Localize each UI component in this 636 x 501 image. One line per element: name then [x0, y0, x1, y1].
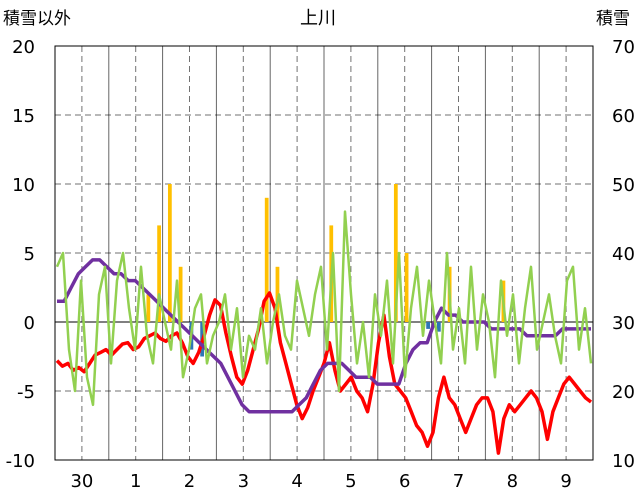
x-tick-label: 30: [70, 471, 93, 492]
x-tick-label: 1: [130, 471, 141, 492]
right-tick-label: 50: [612, 175, 635, 196]
data-bar: [393, 184, 398, 322]
left-tick-label: 20: [12, 37, 35, 58]
right-tick-label: 70: [612, 37, 635, 58]
grid: [54, 45, 594, 461]
left-tick-label: -5: [17, 382, 35, 403]
x-tick-label: 9: [560, 471, 571, 492]
x-tick-label: 6: [399, 471, 410, 492]
line-series: [55, 210, 593, 455]
x-tick-label: 8: [507, 471, 518, 492]
left-tick-label: 5: [24, 244, 35, 265]
right-tick-label: 20: [612, 382, 635, 403]
data-bar: [264, 197, 269, 322]
left-tick-label: -10: [6, 451, 35, 472]
series-line: [55, 210, 593, 407]
x-tick-label: 3: [238, 471, 249, 492]
data-bar: [426, 322, 430, 329]
data-bar: [436, 322, 441, 332]
chart-title: 上川: [300, 8, 336, 29]
left-axis-label: 積雪以外: [3, 9, 71, 29]
data-bar: [167, 184, 172, 322]
right-tick-label: 10: [612, 451, 635, 472]
right-tick-label: 30: [612, 313, 635, 334]
data-bar: [404, 253, 409, 322]
left-tick-label: 15: [12, 106, 35, 127]
plot-frame: [54, 45, 594, 461]
data-bar: [178, 266, 183, 322]
x-tick-label: 5: [345, 471, 356, 492]
right-axis-label: 積雪: [596, 9, 630, 29]
left-tick-label: 0: [24, 313, 35, 334]
series-line: [57, 258, 591, 414]
x-tick-label: 4: [291, 471, 302, 492]
right-tick-label: 60: [612, 106, 635, 127]
x-tick-label: 2: [184, 471, 195, 492]
left-tick-label: 10: [12, 175, 35, 196]
data-bar: [146, 294, 151, 322]
data-bar: [157, 225, 161, 322]
right-tick-label: 40: [612, 244, 635, 265]
data-bar: [275, 266, 280, 322]
series-line: [55, 291, 593, 455]
x-tick-label: 7: [453, 471, 464, 492]
